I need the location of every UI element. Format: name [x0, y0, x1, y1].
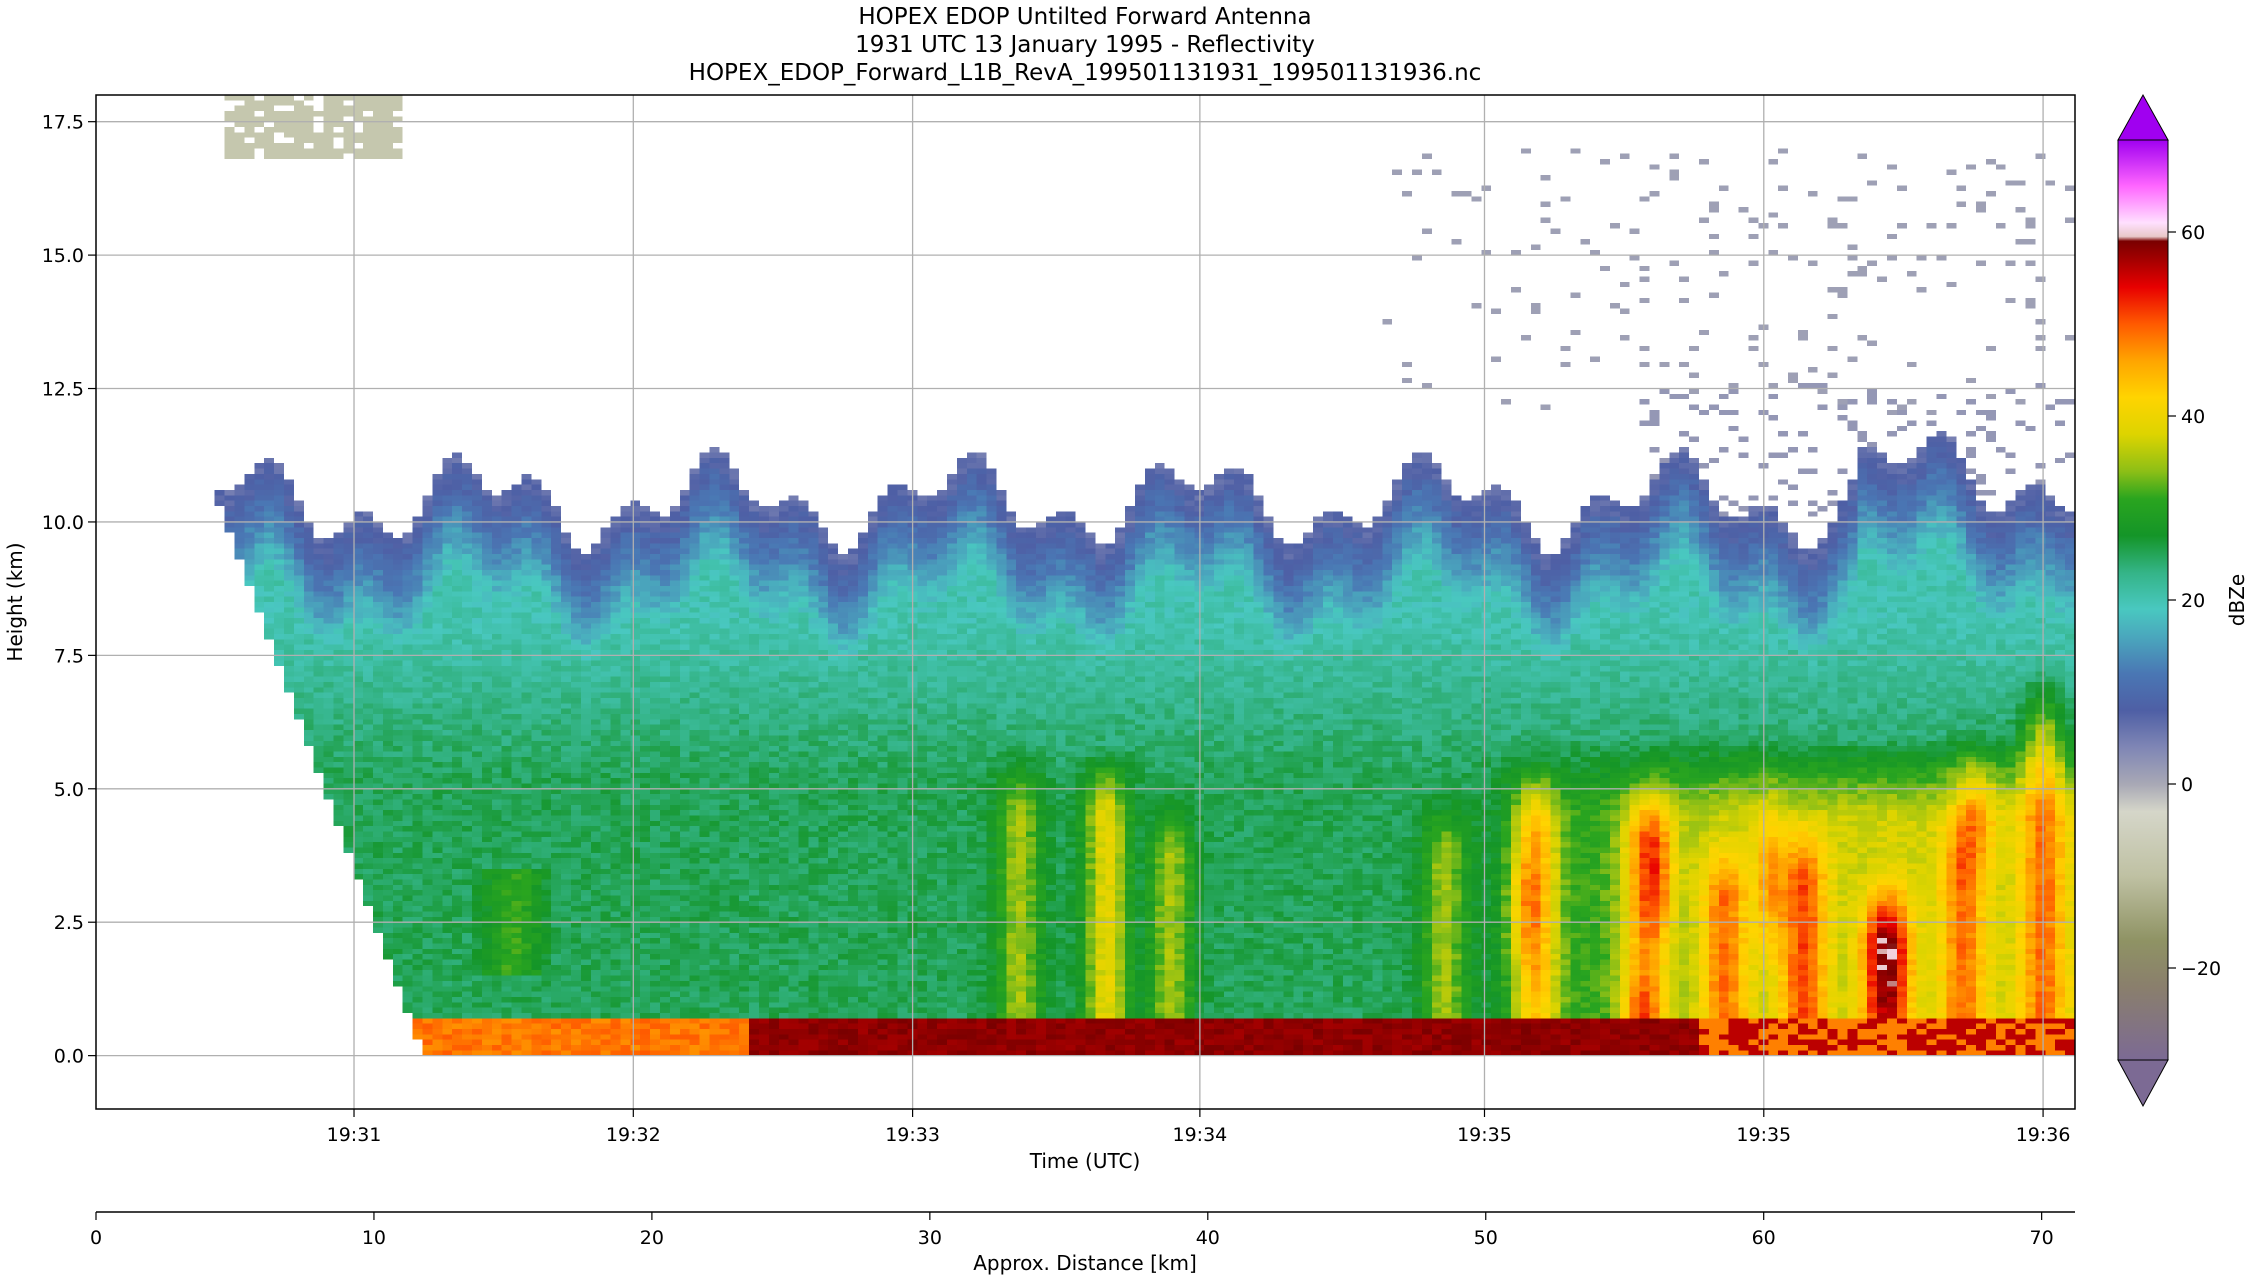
x-tick-label: 19:34 [1172, 1124, 1227, 1146]
plot-frame [95, 94, 2076, 1110]
x-tick-label: 19:35 [1457, 1124, 1512, 1146]
title-line-2: 1931 UTC 13 January 1995 - Reflectivity [855, 32, 1315, 58]
colorbar-tick-label: −20 [2181, 958, 2221, 980]
colorbar-min-extension [2117, 1059, 2169, 1108]
x2-tick-label: 50 [1474, 1227, 1498, 1249]
colorbar-tick-label: 60 [2181, 222, 2205, 244]
x-axis-distance: 0 10 20 30 40 50 60 70 [90, 1212, 2054, 1249]
x-tick-label: 19:31 [327, 1124, 382, 1146]
grid-lines [96, 95, 2075, 1109]
y-axis: 0.0 2.5 5.0 7.5 10.0 12.5 15.0 17.5 [42, 112, 96, 1068]
y-tick-label: 15.0 [42, 245, 84, 267]
reflectivity-raster [96, 95, 2075, 1109]
x-tick-label: 19:32 [606, 1124, 661, 1146]
y-axis-label: Height (km) [3, 542, 27, 661]
x2-axis-label: Approx. Distance [km] [973, 1251, 1197, 1275]
y-tick-label: 0.0 [54, 1046, 84, 1068]
y-tick-label: 12.5 [42, 379, 84, 401]
y-tick-label: 2.5 [54, 912, 84, 934]
x-axis-time: 19:31 19:32 19:33 19:34 19:35 19:35 19:36 [327, 1109, 2071, 1146]
colorbar-gradient [2118, 140, 2168, 1060]
title-line-1: HOPEX EDOP Untilted Forward Antenna [858, 4, 1311, 30]
x-tick-label: 19:33 [885, 1124, 940, 1146]
colorbar-max-extension [2117, 93, 2169, 141]
y-tick-label: 5.0 [54, 779, 84, 801]
colorbar: −20 0 20 40 60 dBZe [2117, 93, 2249, 1108]
colorbar-label: dBZe [2225, 574, 2249, 626]
title-line-3: HOPEX_EDOP_Forward_L1B_RevA_199501131931… [689, 60, 1482, 86]
x2-tick-label: 0 [90, 1227, 102, 1249]
colorbar-ticks: −20 0 20 40 60 [2168, 222, 2221, 980]
chart-title: HOPEX EDOP Untilted Forward Antenna 1931… [689, 4, 1482, 86]
x-tick-label: 19:35 [1736, 1124, 1791, 1146]
x-tick-label: 19:36 [2016, 1124, 2071, 1146]
y-tick-label: 17.5 [42, 112, 84, 134]
y-tick-label: 10.0 [42, 512, 84, 534]
reflectivity-field [96, 95, 2075, 1109]
colorbar-tick-label: 40 [2181, 406, 2205, 428]
x2-tick-label: 10 [362, 1227, 386, 1249]
x2-tick-label: 40 [1196, 1227, 1220, 1249]
y-tick-label: 7.5 [54, 645, 84, 667]
colorbar-tick-label: 20 [2181, 590, 2205, 612]
x-axis-label: Time (UTC) [1029, 1149, 1141, 1173]
x2-tick-label: 70 [2030, 1227, 2054, 1249]
x2-tick-label: 30 [918, 1227, 942, 1249]
colorbar-tick-label: 0 [2181, 774, 2193, 796]
x2-tick-label: 20 [640, 1227, 664, 1249]
x2-tick-label: 60 [1752, 1227, 1776, 1249]
